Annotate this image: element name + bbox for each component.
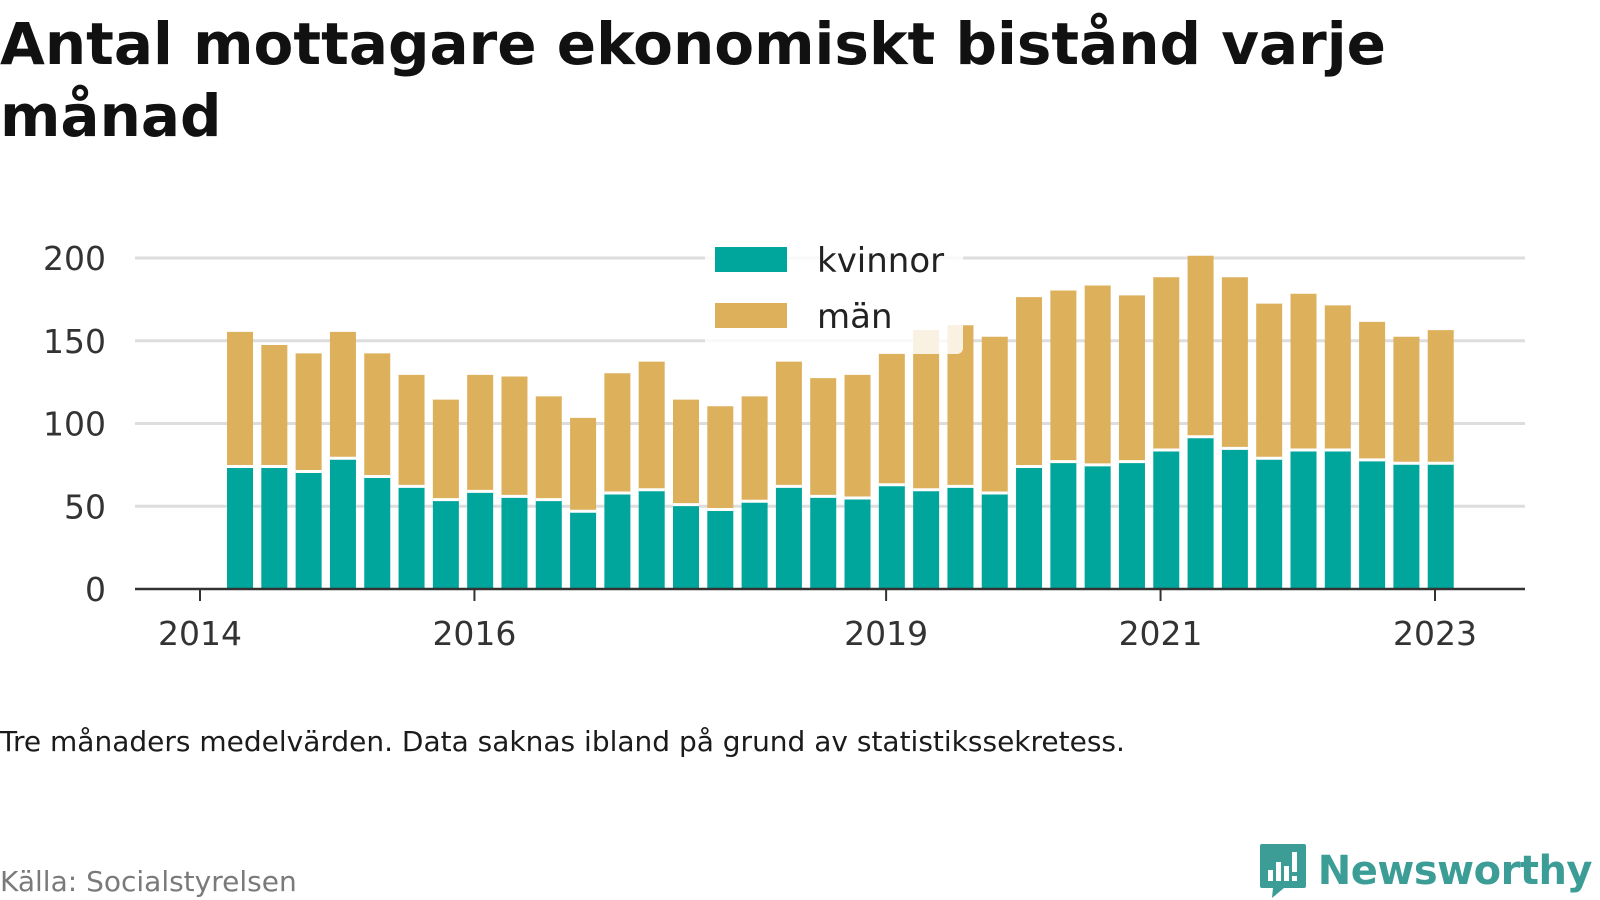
bar-man xyxy=(535,395,562,500)
bar-kvinnor xyxy=(604,493,631,589)
bar-kvinnor xyxy=(535,499,562,589)
bar-man xyxy=(913,329,940,490)
bar-man xyxy=(638,360,665,490)
y-tick-label: 100 xyxy=(43,405,106,444)
legend: kvinnor män xyxy=(705,232,963,354)
x-tick-label: 2019 xyxy=(844,614,928,653)
bar-man xyxy=(1324,304,1351,450)
legend-label-kvinnor: kvinnor xyxy=(817,241,944,281)
y-tick-label: 0 xyxy=(85,570,106,609)
bar-man xyxy=(1050,289,1077,462)
bar-kvinnor xyxy=(261,466,288,589)
x-axis-ticks: 2014 2016 2019 2021 2023 xyxy=(158,589,1477,653)
x-tick-label: 2021 xyxy=(1119,614,1203,653)
bar-kvinnor xyxy=(467,491,494,589)
bar-kvinnor xyxy=(741,501,768,589)
bar-kvinnor xyxy=(501,496,528,589)
bar-kvinnor xyxy=(844,497,871,589)
x-tick-label: 2016 xyxy=(432,614,516,653)
bar-kvinnor xyxy=(981,493,1008,589)
bar-man xyxy=(1359,320,1386,460)
bars xyxy=(227,253,1454,589)
bar-kvinnor xyxy=(398,486,425,589)
bar-man xyxy=(672,398,699,505)
bar-man xyxy=(775,360,802,487)
bar-kvinnor xyxy=(1221,448,1248,589)
bar-kvinnor xyxy=(638,489,665,589)
bar-man xyxy=(570,416,597,512)
bar-man xyxy=(1256,302,1283,459)
bar-man xyxy=(261,344,288,467)
bar-kvinnor xyxy=(775,486,802,589)
x-tick-label: 2014 xyxy=(158,614,242,653)
bar-kvinnor xyxy=(432,499,459,589)
bar-man xyxy=(1016,296,1043,467)
y-tick-label: 200 xyxy=(43,239,106,278)
bar-kvinnor xyxy=(227,466,254,589)
bar-kvinnor xyxy=(570,511,597,589)
bar-kvinnor xyxy=(1324,449,1351,589)
bar-man xyxy=(364,352,391,477)
bar-kvinnor xyxy=(364,476,391,589)
y-axis-ticks: 0 50 100 150 200 xyxy=(43,239,106,609)
bar-kvinnor xyxy=(707,509,734,589)
bar-kvinnor xyxy=(810,496,837,589)
stacked-bar-chart: 0 50 100 150 200 2014 2016 2019 2021 2023 kvinno… xyxy=(43,232,1525,653)
y-tick-label: 150 xyxy=(43,322,106,361)
bar-kvinnor xyxy=(1118,461,1145,589)
bar-kvinnor xyxy=(1187,436,1214,589)
bar-kvinnor xyxy=(1050,461,1077,589)
bar-man xyxy=(1427,329,1454,464)
bar-kvinnor xyxy=(1427,463,1454,589)
bar-kvinnor xyxy=(1359,459,1386,589)
bar-man xyxy=(227,330,254,467)
bar-man xyxy=(467,373,494,492)
chart-note: Tre månaders medelvärden. Data saknas ib… xyxy=(0,725,1125,758)
bar-man xyxy=(501,375,528,497)
bar-man xyxy=(981,335,1008,494)
newsworthy-logo-icon xyxy=(1259,844,1306,898)
bar-man xyxy=(295,352,322,472)
bar-man xyxy=(741,395,768,502)
bar-kvinnor xyxy=(672,504,699,589)
bar-man xyxy=(1084,284,1111,465)
bar-man xyxy=(1221,276,1248,449)
bar-kvinnor xyxy=(878,484,905,589)
bar-man xyxy=(1153,276,1180,450)
brand-logo: Newsworthy xyxy=(1258,842,1593,900)
bar-kvinnor xyxy=(1256,458,1283,589)
bar-kvinnor xyxy=(913,489,940,589)
brand-name: Newsworthy xyxy=(1317,848,1593,894)
bar-kvinnor xyxy=(947,486,974,589)
legend-swatch-man xyxy=(715,303,787,328)
bar-man xyxy=(844,373,871,498)
bar-man xyxy=(398,373,425,487)
bar-man xyxy=(604,372,631,494)
bar-kvinnor xyxy=(1153,449,1180,589)
legend-label-man: män xyxy=(817,297,893,337)
bar-man xyxy=(432,398,459,500)
bar-kvinnor xyxy=(329,458,356,589)
bar-man xyxy=(878,352,905,485)
source-text: Källa: Socialstyrelsen xyxy=(0,865,297,898)
bar-kvinnor xyxy=(295,471,322,589)
x-tick-label: 2023 xyxy=(1393,614,1477,653)
y-tick-label: 50 xyxy=(64,487,106,526)
bar-man xyxy=(329,330,356,459)
bar-man xyxy=(1118,294,1145,462)
legend-swatch-kvinnor xyxy=(715,247,787,272)
bar-man xyxy=(1393,335,1420,464)
chart-title: Antal mottagare ekonomiskt bistånd varje… xyxy=(0,10,1386,150)
bar-kvinnor xyxy=(1290,449,1317,589)
bar-man xyxy=(1187,254,1214,437)
bar-kvinnor xyxy=(1393,463,1420,589)
bar-man xyxy=(1290,292,1317,450)
bar-man xyxy=(707,405,734,510)
bar-kvinnor xyxy=(1016,466,1043,589)
bar-kvinnor xyxy=(1084,464,1111,589)
bar-man xyxy=(810,377,837,497)
